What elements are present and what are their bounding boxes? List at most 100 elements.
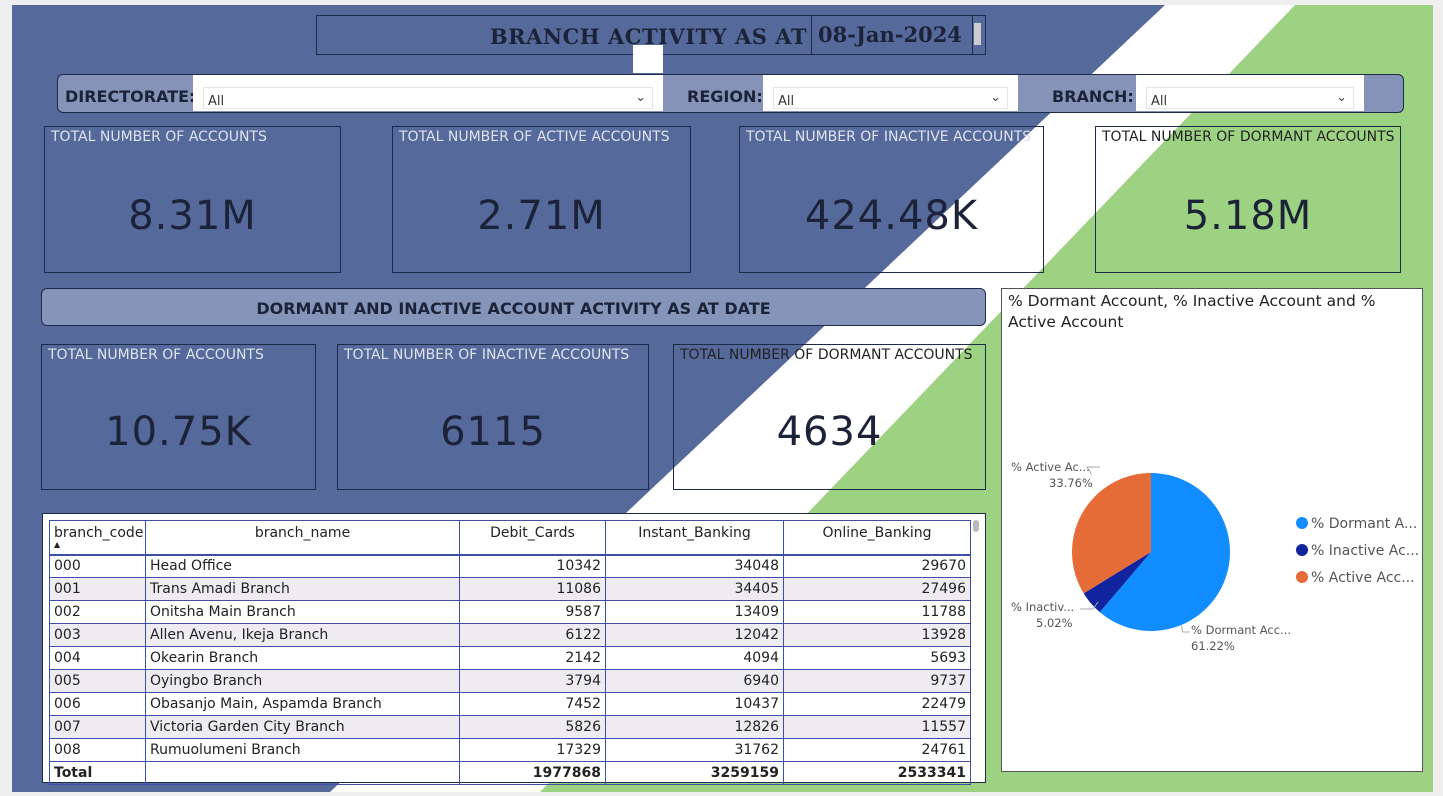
branch-dropdown[interactable]: All ⌄ [1146, 87, 1354, 109]
legend-dot-icon [1296, 571, 1308, 583]
table-cell: 003 [49, 623, 146, 647]
table-cell: 3794 [459, 669, 606, 693]
table-cell: 006 [49, 692, 146, 716]
kpi-label: TOTAL NUMBER OF ACCOUNTS [51, 129, 267, 145]
sort-ascending-icon: ▲ [54, 540, 61, 549]
pie-slice-inactive-account[interactable] [1083, 552, 1151, 613]
slice-value: 61.22% [1191, 639, 1235, 653]
directorate-label: DIRECTORATE: [65, 87, 196, 106]
branch-slicer[interactable]: All ⌄ [1136, 75, 1364, 111]
table-cell: Oyingbo Branch [145, 669, 460, 693]
column-header-online-banking[interactable]: Online_Banking [783, 520, 971, 556]
table-cell: 11557 [783, 715, 971, 739]
kpi-value: 2.71M [477, 193, 606, 239]
table-cell: Allen Avenu, Ikeja Branch [145, 623, 460, 647]
table-cell: 12826 [605, 715, 784, 739]
legend-label: % Active Acc... [1311, 570, 1415, 586]
table-row[interactable]: 004 Okearin Branch 2142 4094 5693 [49, 646, 971, 670]
kpi-label: TOTAL NUMBER OF ACCOUNTS [48, 347, 264, 363]
table-cell: 9737 [783, 669, 971, 693]
kpi-label: TOTAL NUMBER OF INACTIVE ACCOUNTS [344, 347, 630, 363]
total-cell: Total [49, 761, 146, 785]
kpi-label: TOTAL NUMBER OF ACTIVE ACCOUNTS [399, 129, 670, 145]
table-cell: 10342 [459, 554, 606, 578]
data-label-dormant: % Dormant Acc... 61.22% [1191, 622, 1291, 654]
report-title: BRANCH ACTIVITY AS AT [489, 24, 807, 49]
table-header-row: branch_code ▲ branch_name Debit_Cards Ins… [49, 520, 971, 556]
kpi-label: TOTAL NUMBER OF DORMANT ACCOUNTS [1102, 129, 1395, 145]
table-cell: 5826 [459, 715, 606, 739]
table-cell: 10437 [605, 692, 784, 716]
table-cell: 24761 [783, 738, 971, 762]
legend-item-inactive[interactable]: % Inactive Ac... [1296, 543, 1419, 559]
kpi-value: 10.75K [105, 409, 252, 455]
slice-value: 5.02% [1036, 616, 1073, 630]
slice-name: % Active Ac... [1011, 460, 1090, 474]
chevron-down-icon: ⌄ [635, 90, 646, 105]
table-cell: Head Office [145, 554, 460, 578]
table-cell: 004 [49, 646, 146, 670]
table-cell: 12042 [605, 623, 784, 647]
date-scrollbar[interactable] [974, 23, 981, 45]
table-cell: Trans Amadi Branch [145, 577, 460, 601]
total-cell [145, 761, 460, 785]
table-row[interactable]: 005 Oyingbo Branch 3794 6940 9737 [49, 669, 971, 693]
region-slicer[interactable]: All ⌄ [763, 75, 1018, 111]
pie-slice-active-account[interactable] [1072, 473, 1151, 594]
data-label-active: % Active Ac... 33.76% [1011, 459, 1093, 491]
filter-bar: DIRECTORATE: All ⌄ REGION: All ⌄ BRANCH: A… [57, 74, 1404, 113]
column-header-debit-cards[interactable]: Debit_Cards [459, 520, 606, 556]
chart-title: % Dormant Account, % Inactive Account an… [1008, 292, 1376, 331]
table-row[interactable]: 003 Allen Avenu, Ikeja Branch 6122 12042 139… [49, 623, 971, 647]
total-cell: 3259159 [605, 761, 784, 785]
directorate-slicer[interactable]: All ⌄ [193, 75, 663, 111]
column-header-branch-name[interactable]: branch_name [145, 520, 460, 556]
table-cell: 7452 [459, 692, 606, 716]
legend-item-active[interactable]: % Active Acc... [1296, 570, 1415, 586]
table-row[interactable]: 002 Onitsha Main Branch 9587 13409 11788 [49, 600, 971, 624]
table-cell: 11086 [459, 577, 606, 601]
region-dropdown[interactable]: All ⌄ [773, 87, 1008, 109]
kpi-value: 6115 [440, 409, 546, 455]
table-cell: 007 [49, 715, 146, 739]
branch-value: All [1151, 94, 1168, 109]
table-total-row: Total 1977868 3259159 2533341 [49, 761, 971, 785]
table-cell: 2142 [459, 646, 606, 670]
table-cell: 6940 [605, 669, 784, 693]
table-cell: Obasanjo Main, Aspamda Branch [145, 692, 460, 716]
table-row[interactable]: 006 Obasanjo Main, Aspamda Branch 7452 1043… [49, 692, 971, 716]
kpi-value: 424.48K [804, 193, 979, 239]
region-label: REGION: [687, 87, 763, 106]
table-cell: Rumuolumeni Branch [145, 738, 460, 762]
chevron-down-icon: ⌄ [1336, 90, 1347, 105]
column-header-instant-banking[interactable]: Instant_Banking [605, 520, 784, 556]
branch-table: branch_code ▲ branch_name Debit_Cards Ins… [42, 513, 986, 785]
slice-value: 33.76% [1049, 476, 1093, 490]
table-cell: 000 [49, 554, 146, 578]
dashboard-canvas: BRANCH ACTIVITY AS AT 08-Jan-2024 DIRECT… [12, 5, 1433, 792]
table-cell: 17329 [459, 738, 606, 762]
legend-label: % Inactive Ac... [1311, 543, 1420, 559]
region-value: All [778, 94, 795, 109]
report-date: 08-Jan-2024 [811, 15, 973, 55]
kpi-label: TOTAL NUMBER OF DORMANT ACCOUNTS [680, 347, 973, 363]
table-row[interactable]: 001 Trans Amadi Branch 11086 34405 27496 [49, 577, 971, 601]
leader-line [1086, 466, 1100, 476]
table-cell: 005 [49, 669, 146, 693]
kpi-value: 5.18M [1183, 193, 1313, 239]
table-row[interactable]: 000 Head Office 10342 34048 29670 [49, 554, 971, 578]
table-cell: 13409 [605, 600, 784, 624]
kpi-dormant-accounts: TOTAL NUMBER OF DORMANT ACCOUNTS 5.18M [1095, 126, 1401, 273]
kpi-value: 8.31M [128, 193, 257, 239]
table-scrollbar[interactable] [973, 520, 979, 532]
section-title: DORMANT AND INACTIVE ACCOUNT ACTIVITY AS… [41, 288, 986, 326]
legend-item-dormant[interactable]: % Dormant A... [1296, 516, 1417, 532]
total-cell: 1977868 [459, 761, 606, 785]
table-row[interactable]: 008 Rumuolumeni Branch 17329 31762 24761 [49, 738, 971, 762]
column-header-branch-code[interactable]: branch_code ▲ [49, 520, 146, 556]
pie-slice-dormant-account[interactable] [1099, 473, 1230, 631]
table-row[interactable]: 007 Victoria Garden City Branch 5826 12826 1… [49, 715, 971, 739]
table-cell: 29670 [783, 554, 971, 578]
kpi-inactive-accounts: TOTAL NUMBER OF INACTIVE ACCOUNTS 424.48… [739, 126, 1044, 273]
directorate-dropdown[interactable]: All ⌄ [203, 87, 653, 109]
